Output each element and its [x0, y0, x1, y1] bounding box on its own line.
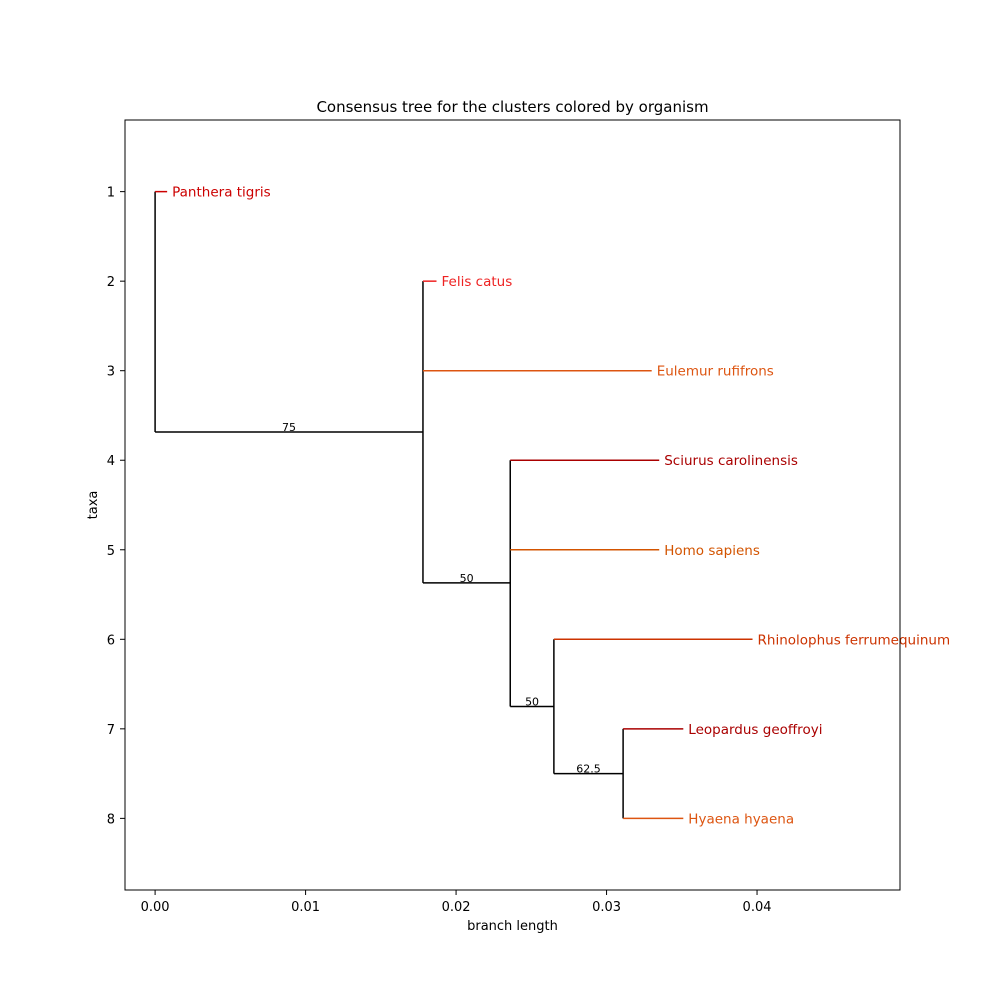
y-tick-label-2: 3	[107, 365, 115, 380]
support-label-2: 50	[460, 572, 474, 585]
support-label-1: 75	[282, 421, 296, 434]
leaf-label-0: Panthera tigris	[172, 185, 271, 201]
y-axis: 1 2 3 4 5 6 7 8	[107, 186, 125, 827]
plot-frame	[124, 119, 901, 891]
x-tick-label-0: 0.00	[141, 900, 170, 915]
x-axis: 0.00 0.01 0.02 0.03 0.04	[141, 890, 772, 915]
support-label-3: 50	[525, 695, 539, 708]
y-tick-label-5: 6	[107, 633, 115, 648]
leaf-label-5: Rhinolophus ferrumequinum	[758, 632, 951, 648]
y-tick-label-0: 1	[107, 186, 115, 201]
x-axis-title: branch length	[467, 919, 558, 934]
y-tick-label-6: 7	[107, 723, 115, 738]
leaf-label-7: Hyaena hyaena	[688, 811, 794, 827]
leaf-label-1: Felis catus	[442, 274, 513, 290]
x-tick-label-3: 0.03	[592, 900, 621, 915]
x-tick-label-2: 0.02	[442, 900, 471, 915]
support-label-4: 62.5	[576, 763, 601, 776]
leaf-label-4: Homo sapiens	[664, 543, 760, 559]
y-tick-label-7: 8	[107, 812, 115, 827]
y-tick-label-4: 5	[107, 544, 115, 559]
chart-title: Consensus tree for the clusters colored …	[316, 98, 708, 116]
leaf-label-2: Eulemur rufifrons	[657, 364, 774, 380]
x-tick-label-1: 0.01	[291, 900, 320, 915]
tree-marks: 75 50 50 62.5 Panthera tigris Felis catus Eule…	[154, 185, 951, 827]
y-tick-label-3: 4	[107, 454, 115, 469]
y-axis-title: taxa	[86, 491, 101, 520]
x-tick-label-4: 0.04	[743, 900, 772, 915]
leaf-label-6: Leopardus geoffroyi	[688, 722, 822, 738]
y-tick-label-1: 2	[107, 275, 115, 290]
leaf-label-3: Sciurus carolinensis	[664, 453, 798, 469]
